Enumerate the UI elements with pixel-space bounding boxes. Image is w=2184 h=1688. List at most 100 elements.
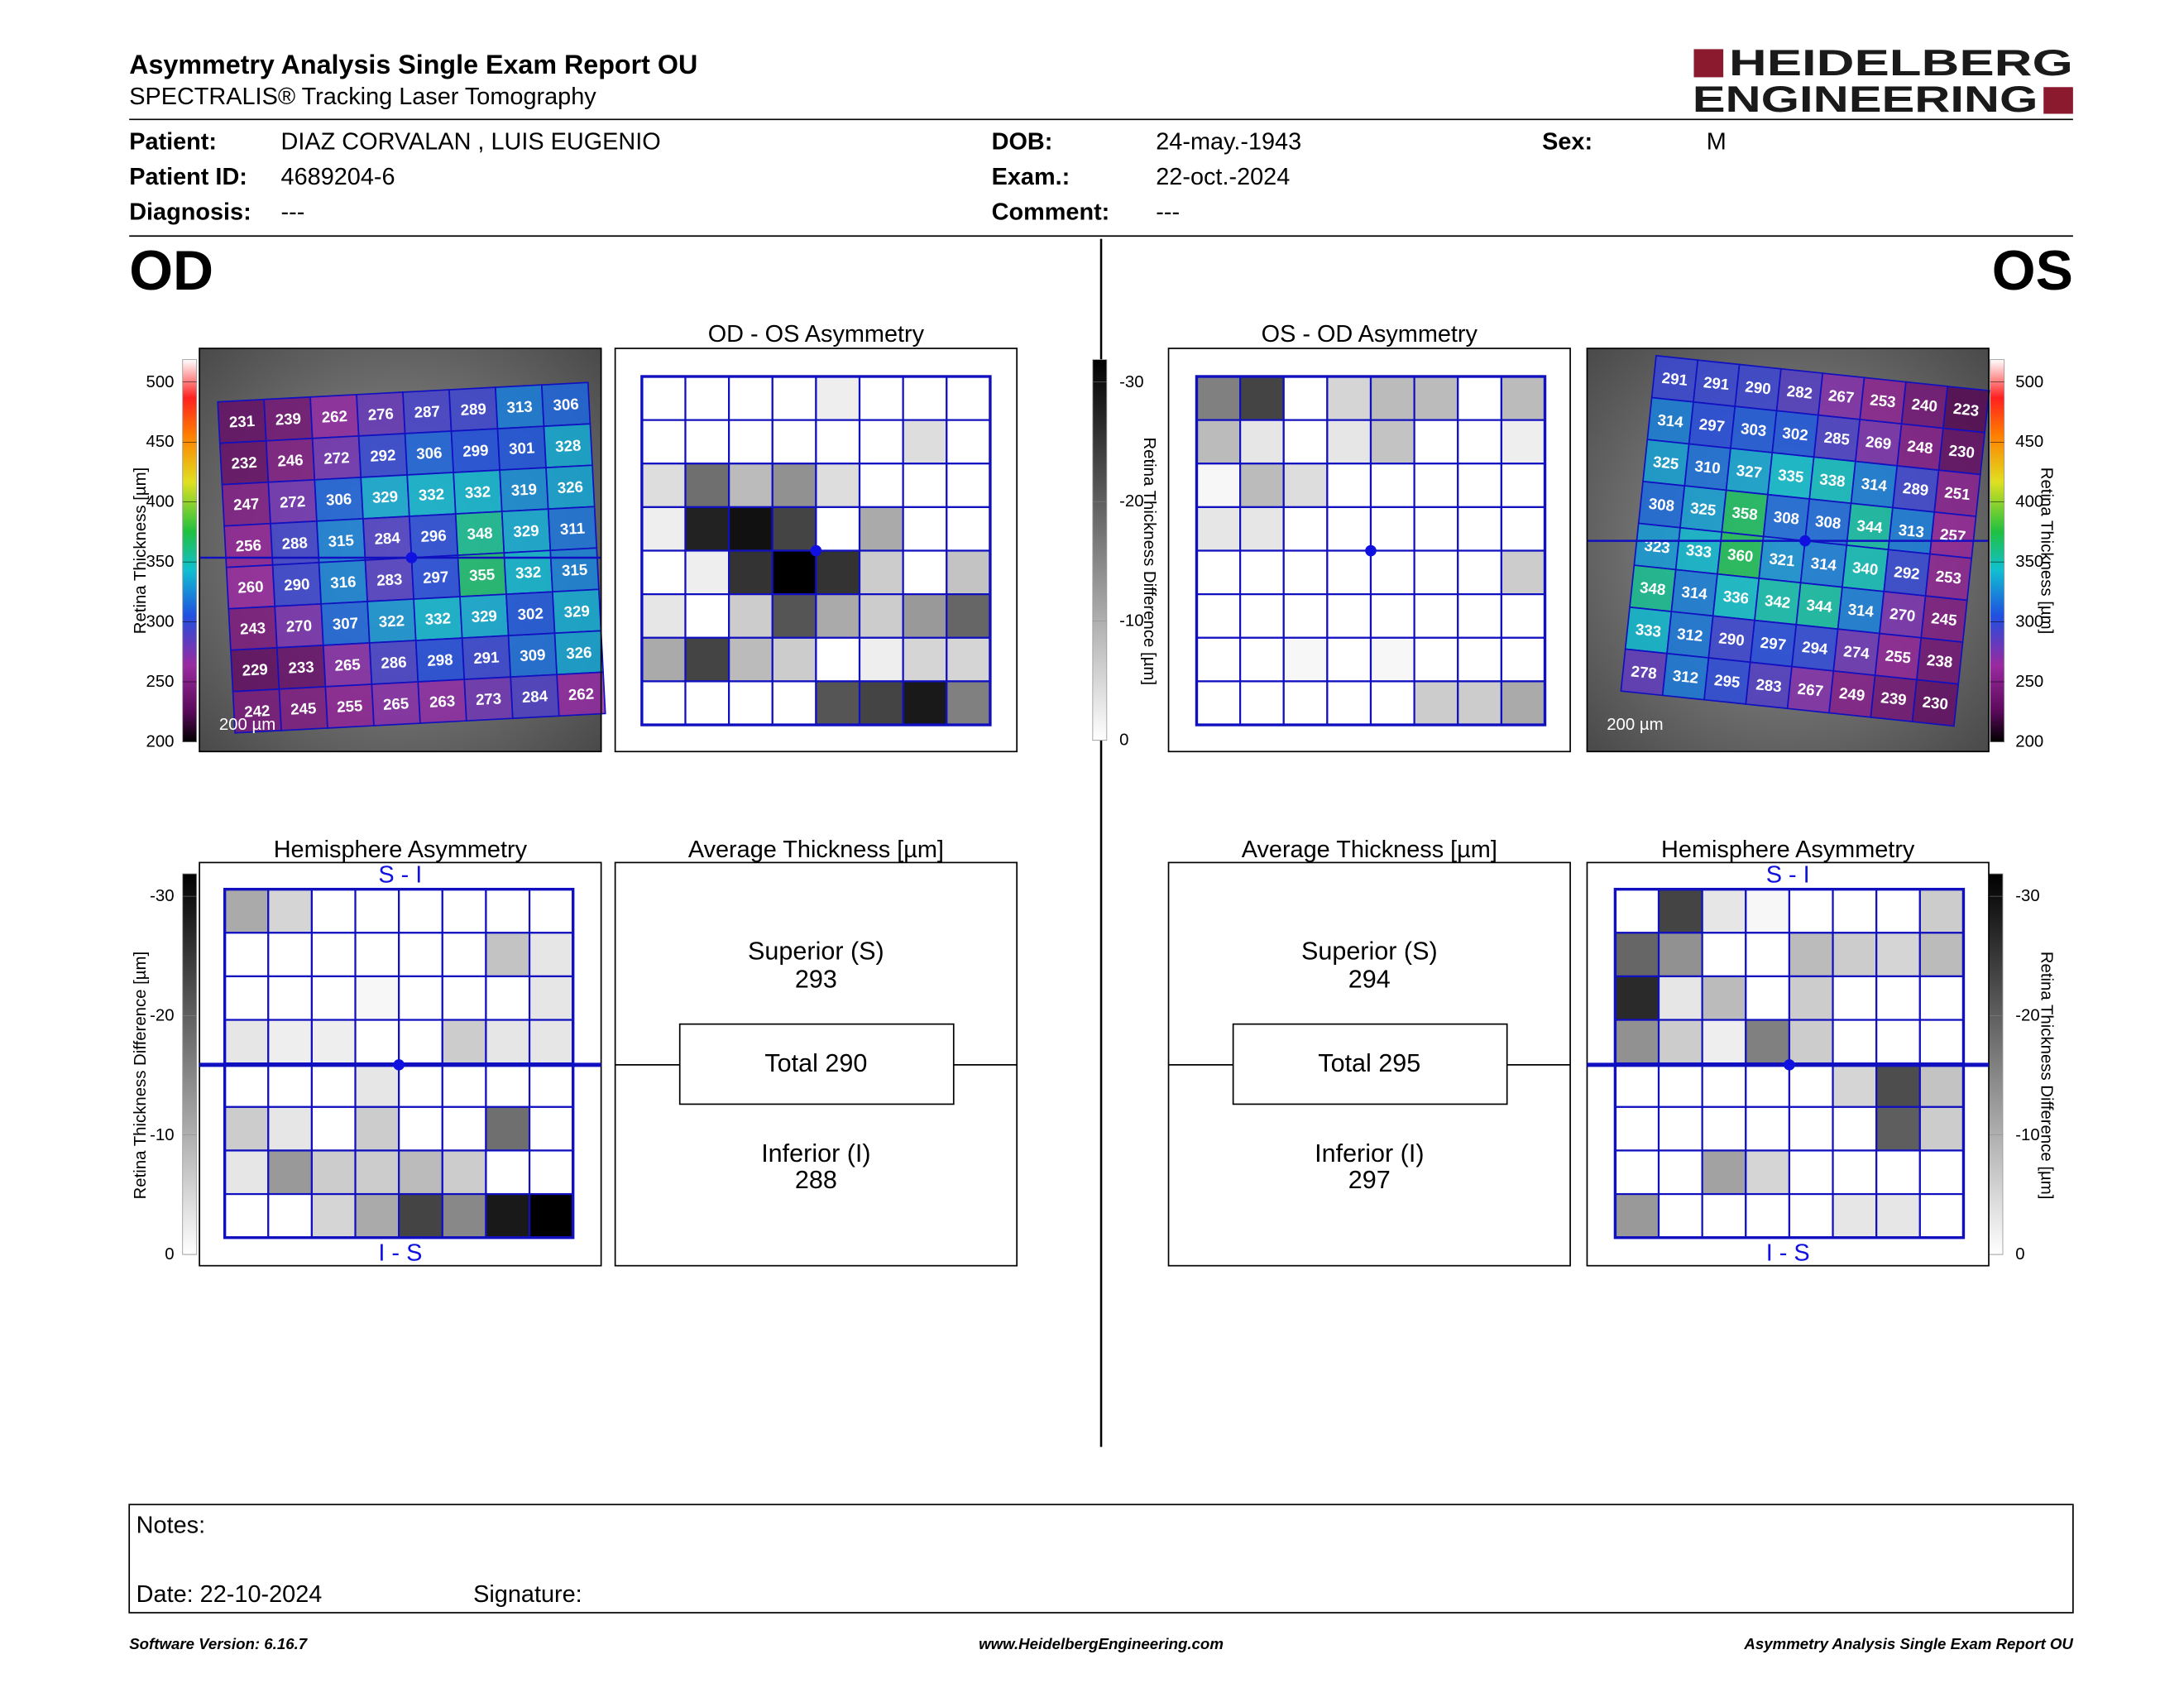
- difference-cell: [398, 1062, 443, 1108]
- thickness-value: 314: [1847, 600, 1875, 620]
- axis-label: Retina Thickness [µm]: [132, 468, 150, 634]
- difference-cell: [1195, 419, 1242, 465]
- difference-cell: [728, 419, 774, 465]
- difference-cell: [528, 1019, 574, 1065]
- thickness-value: 260: [237, 578, 264, 597]
- colorbar: [182, 873, 198, 1255]
- panel: [1586, 348, 1990, 753]
- difference-cell: [1239, 636, 1285, 683]
- colorbar: [182, 359, 198, 742]
- difference-cell: [1413, 463, 1459, 508]
- difference-cell: [1282, 506, 1329, 552]
- field-value: M: [1707, 128, 1727, 155]
- difference-cell: [1457, 506, 1502, 552]
- difference-cell: [1918, 1105, 1965, 1152]
- logo-text: HEIDELBERG: [1729, 43, 2073, 84]
- difference-cell: [1701, 1192, 1747, 1239]
- tick-label: 300: [2015, 613, 2043, 631]
- difference-cell: [1614, 1192, 1660, 1239]
- thickness-value: 299: [462, 441, 489, 460]
- fovea: [405, 552, 418, 563]
- thickness-value: 332: [464, 482, 491, 501]
- thickness-value: 325: [1689, 499, 1717, 519]
- thickness-value: 297: [1760, 634, 1787, 654]
- difference-cell: [1918, 1019, 1965, 1065]
- difference-cell: [1614, 1149, 1660, 1196]
- thickness-value: 298: [427, 650, 453, 669]
- difference-cell: [1657, 975, 1703, 1021]
- thickness-value: 255: [337, 697, 363, 716]
- thickness-cell: [556, 671, 606, 717]
- difference-cell: [1413, 506, 1459, 552]
- notes-label: Notes:: [136, 1513, 205, 1539]
- difference-cell: [858, 636, 904, 683]
- sector-label: Inferior (I): [761, 1139, 870, 1168]
- thickness-value: 338: [1819, 470, 1846, 490]
- hemisphere-label: I - S: [378, 1240, 422, 1266]
- difference-cell: [946, 593, 992, 639]
- field-label: Diagnosis:: [129, 199, 251, 225]
- thickness-value: 314: [1861, 475, 1889, 495]
- sector-value: 297: [1348, 1166, 1391, 1194]
- panel-title: Hemisphere Asymmetry: [274, 837, 528, 863]
- thickness-value: 283: [1755, 675, 1783, 695]
- difference-cell: [310, 1192, 357, 1239]
- tick-label: 250: [2015, 673, 2043, 691]
- difference-cell: [485, 1105, 531, 1152]
- difference-cell: [1614, 1019, 1660, 1065]
- thickness-value: 310: [1694, 457, 1722, 477]
- thickness-value: 294: [1801, 638, 1829, 658]
- thickness-value: 267: [1797, 679, 1824, 699]
- tick-label: -30: [2015, 887, 2039, 905]
- field-label: Patient:: [129, 128, 217, 155]
- difference-cell: [398, 888, 443, 934]
- difference-cell: [310, 975, 357, 1021]
- thickness-value: 297: [423, 568, 449, 587]
- thickness-value: 322: [378, 611, 405, 631]
- panel: [1167, 348, 1571, 753]
- difference-cell: [1875, 1019, 1921, 1065]
- difference-cell: [1832, 932, 1878, 978]
- difference-cell: [485, 1019, 531, 1065]
- thickness-value: 308: [1773, 508, 1800, 528]
- thickness-value: 273: [475, 689, 501, 708]
- difference-cell: [1657, 1019, 1703, 1065]
- difference-cell: [946, 419, 992, 465]
- difference-cell: [1788, 975, 1834, 1021]
- thickness-value: 333: [1635, 621, 1662, 640]
- report-title: Asymmetry Analysis Single Exam Report OU: [129, 50, 697, 79]
- difference-cell: [946, 506, 992, 552]
- axis-label: Retina Thickness [µm]: [2038, 468, 2056, 634]
- thickness-value: 276: [367, 405, 394, 424]
- scale-bar: 200 µm: [1607, 716, 1663, 734]
- difference-cell: [1788, 932, 1834, 978]
- difference-cell: [1239, 549, 1285, 596]
- footer-text: www.HeidelbergEngineering.com: [979, 1635, 1224, 1652]
- difference-cell: [858, 680, 904, 727]
- thickness-value: 246: [277, 451, 304, 470]
- tick-label: -30: [1119, 373, 1143, 391]
- difference-cell: [1701, 888, 1747, 934]
- panel-title: Average Thickness [µm]: [1242, 837, 1497, 863]
- thickness-value: 315: [328, 531, 354, 550]
- difference-cell: [267, 1149, 314, 1196]
- tick-label: -20: [150, 1006, 174, 1024]
- fovea: [393, 1059, 405, 1071]
- difference-cell: [1788, 1149, 1834, 1196]
- difference-cell: [1657, 1149, 1703, 1196]
- panel: [199, 348, 602, 753]
- difference-cell: [1239, 419, 1285, 465]
- thickness-value: 327: [1736, 462, 1763, 482]
- thickness-value: 289: [460, 400, 486, 419]
- difference-cell: [1326, 636, 1372, 683]
- thickness-value: 238: [1926, 651, 1953, 671]
- thickness-value: 308: [1814, 512, 1842, 532]
- hemisphere-label: S - I: [378, 862, 422, 889]
- panel-title: OD - OS Asymmetry: [708, 321, 925, 348]
- field-value: DIAZ CORVALAN , LUIS EUGENIO: [281, 128, 661, 155]
- difference-cell: [223, 1019, 270, 1065]
- thickness-value: 328: [555, 436, 582, 455]
- colorbar: [1092, 359, 1108, 741]
- thickness-value: 265: [383, 694, 410, 713]
